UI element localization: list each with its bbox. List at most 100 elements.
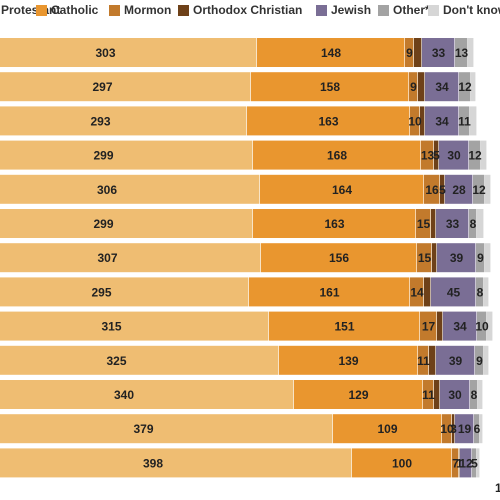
data-label-jewish-row-3: 34 (435, 114, 449, 128)
bar-segment-jewish-row-12 (455, 414, 474, 444)
bar-segment-protestant-row-7 (0, 243, 261, 273)
data-label-catholic-row-13: 100 (392, 456, 412, 470)
data-label-protestant-row-7: 307 (97, 251, 117, 265)
bar-segment-orthodox-christian-row-3 (420, 106, 425, 136)
bar-segment-other--row-7 (476, 243, 485, 273)
data-label-protestant-row-10: 325 (106, 354, 126, 368)
bar-segment-don-t-know-row-9 (487, 311, 493, 341)
data-label-mormon-row-4: 13 (421, 149, 435, 163)
legend-item-orthodox-christian: Orthodox Christian (178, 3, 302, 17)
data-label-protestant-row-13: 398 (143, 456, 163, 470)
bar-segment-jewish-row-8 (431, 277, 476, 307)
data-label-mormon-row-1: 9 (406, 46, 413, 60)
bar-segment-protestant-row-10 (0, 345, 279, 375)
data-label-orthodox-christian-row-5: 5 (439, 183, 446, 197)
data-label-jewish-row-6: 33 (446, 217, 460, 231)
bar-segment-don-t-know-row-5 (485, 174, 491, 204)
bar-segment-jewish-row-6 (436, 209, 469, 238)
data-label-other--row-13: 5 (471, 456, 478, 470)
data-label-mormon-row-6: 15 (417, 217, 431, 231)
bar-segment-jewish-row-11 (440, 380, 470, 409)
data-label-jewish-row-10: 39 (449, 354, 463, 368)
bar-segment-mormon-row-7 (417, 243, 432, 273)
bar-segment-mormon-row-12 (442, 414, 452, 444)
data-label-mormon-row-12: 10 (440, 422, 454, 436)
data-label-protestant-row-6: 299 (93, 217, 113, 231)
bar-segment-don-t-know-row-8 (484, 277, 489, 307)
bar-segment-protestant-row-4 (0, 140, 253, 170)
data-label-jewish-row-11: 30 (448, 388, 462, 402)
data-label-protestant-row-5: 306 (97, 183, 117, 197)
bar-segment-other--row-2 (459, 72, 471, 102)
data-label-protestant-row-2: 297 (92, 80, 112, 94)
bar-segment-other--row-8 (476, 277, 484, 307)
data-label-other--row-11: 8 (471, 388, 478, 402)
data-label-mormon-row-8: 14 (410, 285, 424, 299)
bar-segment-mormon-row-5 (424, 174, 440, 204)
data-label-orthodox-christian-row-4: 5 (433, 149, 440, 163)
bar-segment-catholic-row-9 (269, 311, 420, 341)
data-label-catholic-row-10: 139 (338, 354, 358, 368)
bar-segment-jewish-row-1 (422, 38, 455, 67)
bar-segment-catholic-row-13 (352, 448, 452, 478)
bar-segment-orthodox-christian-row-1 (414, 38, 422, 67)
bar-segment-jewish-row-9 (443, 311, 477, 341)
bar-segment-mormon-row-3 (410, 106, 420, 136)
legend-label: Don't know (443, 3, 500, 17)
data-label-protestant-row-3: 293 (90, 114, 110, 128)
legend: Protestant Catholic Mormon Orthodox Christi… (0, 0, 500, 22)
bar-segment-mormon-row-11 (423, 380, 434, 409)
data-label-jewish-row-12: 19 (458, 422, 472, 436)
data-label-jewish-row-8: 45 (447, 285, 461, 299)
data-label-jewish-row-4: 30 (447, 149, 461, 163)
bar-segment-protestant-row-2 (0, 72, 251, 102)
bar-segment-protestant-row-11 (0, 380, 294, 409)
data-label-other--row-8: 8 (477, 285, 484, 299)
data-label-catholic-row-12: 109 (377, 422, 397, 436)
bar-segment-orthodox-christian-row-11 (434, 380, 440, 409)
data-label-other--row-3: 11 (458, 114, 471, 128)
data-label-catholic-row-5: 164 (332, 183, 352, 197)
bar-segment-protestant-row-5 (0, 174, 260, 204)
x-tick-label: 1 (495, 481, 500, 495)
bar-segment-jewish-row-4 (439, 140, 469, 170)
bar-segment-jewish-row-5 (445, 174, 473, 204)
bar-segment-catholic-row-4 (253, 140, 421, 170)
legend-swatch (428, 4, 439, 16)
bar-segment-mormon-row-10 (418, 345, 429, 375)
data-label-mormon-row-7: 15 (418, 251, 432, 265)
bar-segment-don-t-know-row-2 (471, 72, 476, 102)
data-label-mormon-row-10: 11 (417, 354, 430, 368)
bar-segment-other--row-4 (469, 140, 481, 170)
bar-segment-other--row-12 (474, 414, 480, 444)
data-label-mormon-row-13: 7 (452, 456, 459, 470)
data-label-other--row-4: 12 (468, 149, 482, 163)
bar-segment-orthodox-christian-row-8 (424, 277, 431, 307)
bar-segment-jewish-row-2 (425, 72, 459, 102)
bar-segment-catholic-row-6 (253, 209, 416, 238)
bar-segment-other--row-1 (455, 38, 468, 67)
data-label-other--row-2: 12 (458, 80, 472, 94)
data-label-jewish-row-1: 33 (432, 46, 446, 60)
legend-item-other-: Other* (378, 3, 430, 17)
bar-segment-mormon-row-8 (410, 277, 424, 307)
legend-item-don-t-know: Don't know (428, 3, 500, 17)
bar-segment-don-t-know-row-7 (485, 243, 491, 273)
bar-segment-don-t-know-row-3 (470, 106, 477, 136)
bar-segment-mormon-row-6 (416, 209, 431, 238)
bar-segment-orthodox-christian-row-2 (418, 72, 425, 102)
legend-item-mormon: Mormon (109, 3, 171, 17)
data-label-protestant-row-12: 379 (133, 422, 153, 436)
bar-segment-orthodox-christian-row-10 (429, 345, 436, 375)
bar-segment-orthodox-christian-row-12 (452, 414, 455, 444)
bar-segment-orthodox-christian-row-7 (432, 243, 437, 273)
data-label-other--row-5: 12 (472, 183, 486, 197)
bar-segment-mormon-row-9 (420, 311, 437, 341)
legend-label: Orthodox Christian (193, 3, 303, 17)
data-label-other--row-6: 8 (470, 217, 477, 231)
bar-segment-other--row-5 (473, 174, 485, 204)
data-label-protestant-row-1: 303 (95, 46, 115, 60)
bar-segment-orthodox-christian-row-9 (437, 311, 443, 341)
